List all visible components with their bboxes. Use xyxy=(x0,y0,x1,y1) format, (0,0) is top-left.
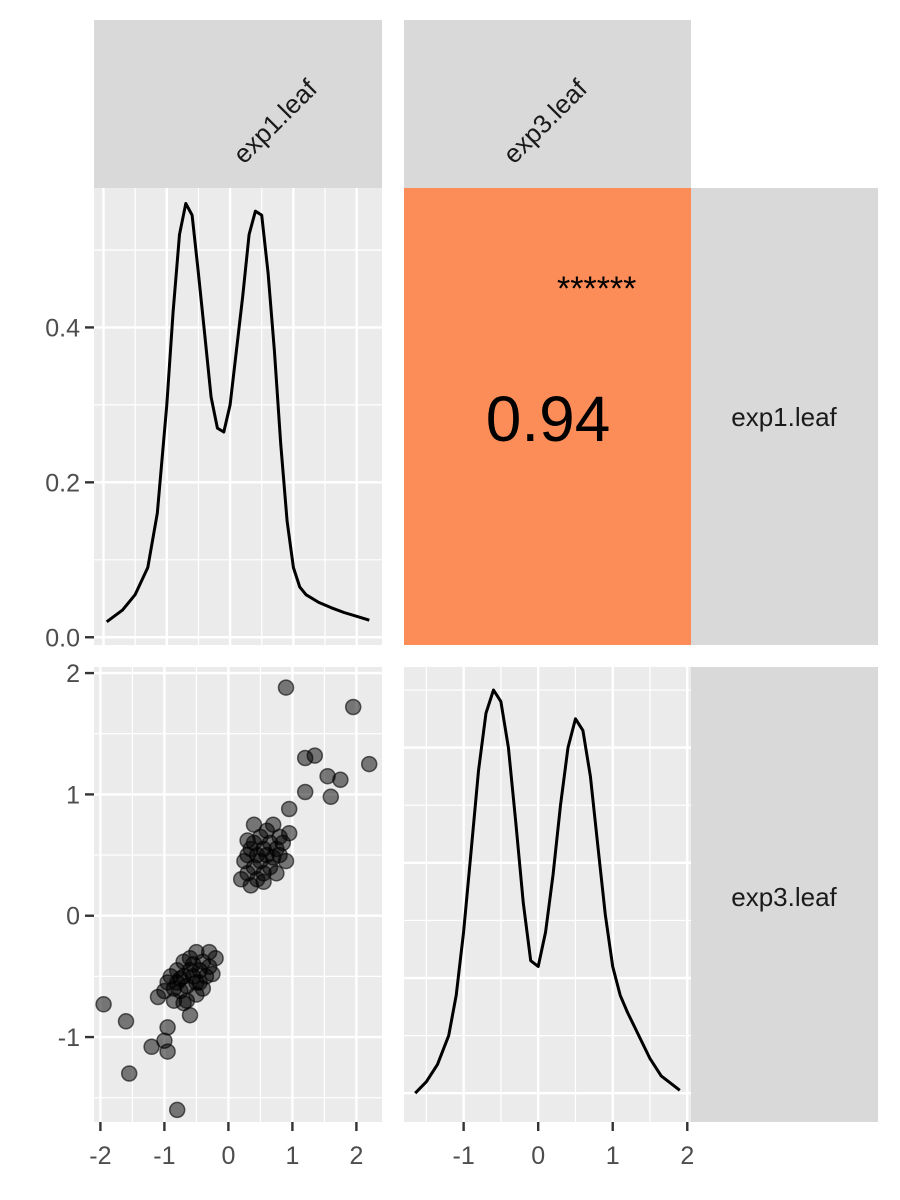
scatter-point xyxy=(207,949,224,967)
scatter-point xyxy=(117,1013,135,1030)
strip-row-exp3-label: exp3.leaf xyxy=(731,882,837,912)
x-axis-scatter: -2 -1 0 1 2 xyxy=(89,1122,363,1170)
x-tick-label: 2 xyxy=(349,1142,363,1170)
strip-row-exp1 xyxy=(691,188,878,645)
panel-diag-exp1 xyxy=(94,188,382,645)
x-tick-label: 1 xyxy=(285,1142,299,1170)
grid-diag-exp3 xyxy=(404,667,691,1122)
scatter-point xyxy=(280,800,298,818)
scatter-point xyxy=(204,965,221,983)
correlation-value: 0.94 xyxy=(486,383,611,455)
scatter-point xyxy=(277,852,295,870)
scatter-point xyxy=(296,783,314,801)
x-tick-label: -1 xyxy=(453,1142,475,1170)
scatter-point xyxy=(168,1101,186,1119)
scatter-point xyxy=(172,970,189,988)
scatter-point xyxy=(332,771,349,789)
x-axis-diag-exp3: -1 0 1 2 xyxy=(453,1122,694,1170)
x-tick-label: 2 xyxy=(680,1142,694,1170)
strip-col-exp1 xyxy=(94,20,382,188)
y-tick-label: 0.4 xyxy=(45,314,80,342)
y-tick-label: -1 xyxy=(58,1024,80,1052)
y-tick-label: 1 xyxy=(66,781,80,809)
scatter-point xyxy=(159,1043,176,1060)
x-tick-label: -2 xyxy=(89,1142,111,1170)
x-tick-label: -1 xyxy=(153,1142,175,1170)
scatter-point xyxy=(280,824,298,842)
scatter-point xyxy=(120,1065,138,1082)
panel-correlation xyxy=(404,188,691,645)
panel-scatter xyxy=(94,667,382,1122)
density-line-exp3 xyxy=(414,688,681,1095)
y-tick-label: 0.0 xyxy=(45,624,80,652)
strip-row-exp1-label: exp1.leaf xyxy=(731,402,837,432)
scatter-point xyxy=(306,747,324,764)
density-line-exp1 xyxy=(105,202,370,624)
y-axis-scatter: -1 0 1 2 xyxy=(58,660,94,1052)
scatter-point xyxy=(322,788,340,806)
y-axis-diag-exp1: 0.0 0.2 0.4 xyxy=(45,314,94,652)
scatter-points xyxy=(95,679,378,1119)
scatter-point xyxy=(191,974,208,991)
scatter-point xyxy=(95,996,112,1013)
scatter-point xyxy=(277,679,295,696)
scatter-point xyxy=(255,873,272,891)
strip-row-exp3 xyxy=(691,667,878,1122)
scatter-point xyxy=(360,755,378,773)
scatter-point xyxy=(239,832,256,849)
strip-col-exp3 xyxy=(404,20,691,188)
scatter-point xyxy=(268,865,285,882)
x-tick-label: 1 xyxy=(606,1142,620,1170)
scatter-point xyxy=(159,1019,176,1036)
y-tick-label: 2 xyxy=(66,660,80,688)
y-tick-label: 0.2 xyxy=(45,469,80,497)
density-exp1 xyxy=(105,202,370,624)
x-tick-label: 0 xyxy=(531,1142,545,1170)
scatter-point xyxy=(344,698,362,716)
correlation-stars: ****** xyxy=(557,270,636,308)
y-tick-label: 0 xyxy=(66,903,80,931)
density-exp3 xyxy=(414,688,681,1095)
scatter-point xyxy=(245,816,263,833)
x-tick-label: 0 xyxy=(221,1142,235,1170)
